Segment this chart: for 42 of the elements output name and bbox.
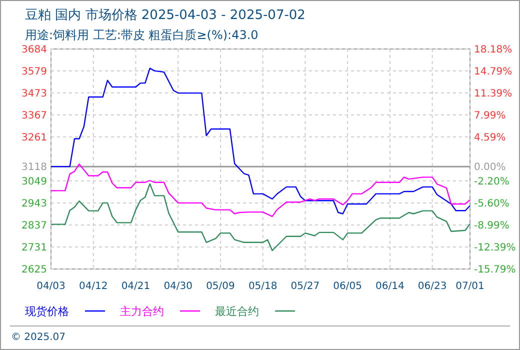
y-tick-label: 3579 <box>22 66 47 78</box>
y2-tick-label: -12.39% <box>474 242 516 254</box>
y-tick-label: 3473 <box>22 88 47 100</box>
y2-tick-label: 14.79% <box>474 66 512 78</box>
legend-label: 现货价格 <box>25 304 69 318</box>
y2-tick-label: -5.60% <box>474 198 510 210</box>
line-series <box>50 183 471 252</box>
x-tick-label: 06/05 <box>333 281 362 292</box>
y-tick-label: 3118 <box>22 162 47 174</box>
y2-tick-label: 0.00% <box>474 162 506 174</box>
line-series <box>50 68 471 214</box>
x-tick-label: 07/01 <box>456 281 484 292</box>
legend-label: 主力合约 <box>120 304 164 318</box>
y2-tick-label: -8.99% <box>474 220 510 232</box>
y-tick-label: 3261 <box>22 132 47 144</box>
x-tick-label: 05/09 <box>206 281 235 292</box>
x-tick-label: 06/14 <box>376 281 404 292</box>
x-tick-label: 05/27 <box>290 281 320 292</box>
chart-title: 豆粕 国内 市场价格 2025-04-03 - 2025-07-02 <box>25 8 306 23</box>
y-tick-label: 2625 <box>22 264 47 276</box>
y-tick-label: 3049 <box>22 176 47 188</box>
x-tick-label: 04/21 <box>121 281 150 292</box>
chart-subtitle: 用途:饲料用 工艺:带皮 粗蛋白质≥(%):43.0 <box>25 28 258 42</box>
legend-label: 最近合约 <box>215 304 259 318</box>
x-tick-label: 04/30 <box>164 281 193 292</box>
x-tick-label: 04/03 <box>36 281 66 292</box>
y-tick-label: 2731 <box>22 242 47 254</box>
x-tick-label: 06/23 <box>418 281 447 292</box>
y-tick-label: 3684 <box>22 44 47 56</box>
y-tick-label: 2943 <box>22 198 47 210</box>
y2-tick-label: 11.39% <box>474 88 512 100</box>
x-tick-label: 05/18 <box>248 281 278 292</box>
y-tick-label: 3367 <box>22 110 47 122</box>
y2-tick-label: 7.99% <box>474 110 506 122</box>
text: © 2025.07 <box>11 332 66 343</box>
y2-tick-label: 4.59% <box>474 132 506 144</box>
x-tick-label: 04/12 <box>78 281 108 292</box>
y-tick-label: 2837 <box>22 220 47 232</box>
y2-tick-label: 18.18% <box>474 44 512 56</box>
line-series <box>50 163 471 218</box>
y2-tick-label: -15.79% <box>474 264 516 276</box>
y2-tick-label: -2.20% <box>474 176 510 188</box>
